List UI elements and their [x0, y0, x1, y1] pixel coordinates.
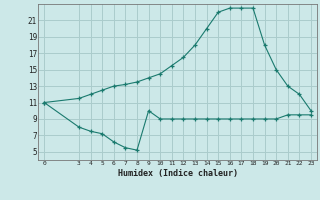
X-axis label: Humidex (Indice chaleur): Humidex (Indice chaleur): [118, 169, 238, 178]
